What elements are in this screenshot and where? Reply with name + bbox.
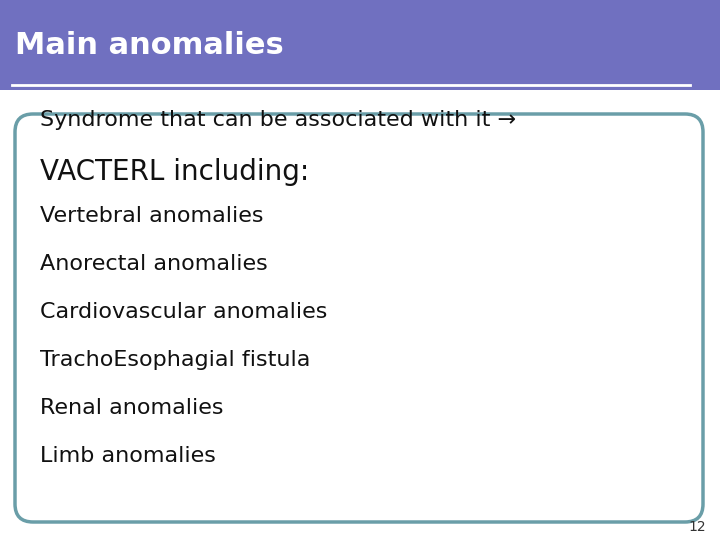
- Text: TrachoEsophagial fistula: TrachoEsophagial fistula: [40, 350, 310, 370]
- Text: VACTERL including:: VACTERL including:: [40, 158, 310, 186]
- Text: Anorectal anomalies: Anorectal anomalies: [40, 254, 268, 274]
- Text: Vertebral anomalies: Vertebral anomalies: [40, 206, 264, 226]
- FancyBboxPatch shape: [15, 114, 703, 522]
- Text: Renal anomalies: Renal anomalies: [40, 398, 223, 418]
- Text: Main anomalies: Main anomalies: [15, 30, 284, 59]
- Bar: [0, 0, 720, 90]
- Text: Cardiovascular anomalies: Cardiovascular anomalies: [40, 302, 328, 322]
- Text: 12: 12: [688, 520, 706, 534]
- Text: Limb anomalies: Limb anomalies: [40, 446, 216, 466]
- Text: Syndrome that can be associated with it →: Syndrome that can be associated with it …: [40, 110, 516, 130]
